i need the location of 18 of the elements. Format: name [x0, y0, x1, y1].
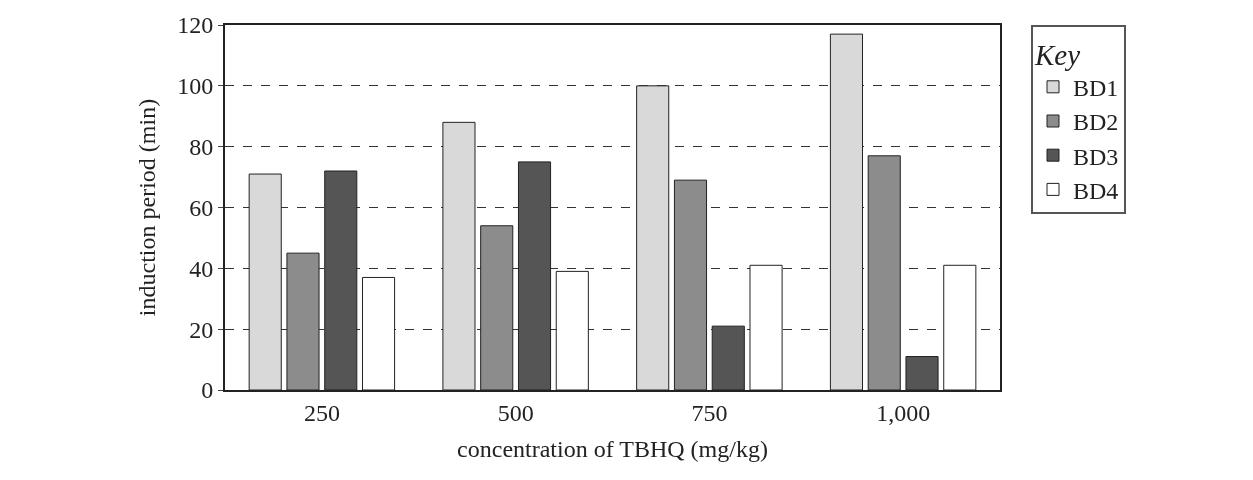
- legend-title: Key: [1034, 38, 1081, 71]
- legend-label: BD1: [1073, 75, 1119, 102]
- x-tick-label: 750: [691, 399, 728, 426]
- y-tick-label: 60: [189, 194, 214, 221]
- x-tick-label: 500: [497, 399, 534, 426]
- y-tick-label: 20: [189, 316, 214, 343]
- x-axis-title: concentration of TBHQ (mg/kg): [457, 435, 768, 462]
- y-tick-label: 120: [177, 12, 214, 39]
- legend-label: BD4: [1073, 177, 1119, 204]
- y-tick-label: 100: [177, 73, 214, 100]
- y-tick-label: 80: [189, 134, 214, 161]
- legend-label: BD3: [1073, 143, 1119, 170]
- x-tick-label: 1,000: [876, 399, 931, 426]
- y-tick-label: 40: [189, 255, 214, 282]
- legend-label: BD2: [1073, 109, 1119, 136]
- x-tick-label: 250: [303, 399, 340, 426]
- y-tick-label: 0: [201, 377, 214, 404]
- y-axis-title: induction period (min): [133, 98, 160, 317]
